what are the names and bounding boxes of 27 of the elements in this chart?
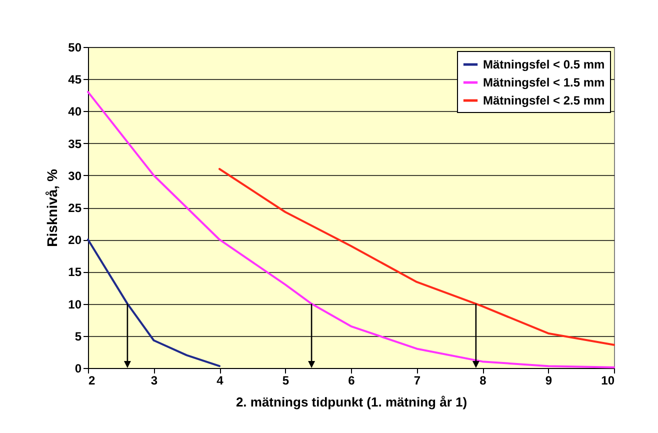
y-tick-label: 15 [68, 265, 82, 280]
y-tick-label: 0 [74, 362, 82, 376]
y-tick-label: 45 [68, 72, 82, 87]
legend-label: Mätningsfel < 0.5 mm [483, 58, 605, 72]
x-tick-label: 8 [480, 374, 487, 388]
x-tick-label: 4 [216, 374, 224, 388]
legend-label: Mätningsfel < 1.5 mm [483, 76, 605, 90]
x-axis-title: 2. mätnings tidpunkt (1. mätning år 1) [236, 394, 468, 410]
y-tick-label: 35 [68, 136, 82, 151]
y-tick-label: 50 [68, 40, 82, 54]
x-tick-label: 7 [414, 374, 421, 388]
y-axis-title: Risknivå, % [44, 168, 60, 247]
y-tick-label: 25 [68, 201, 82, 215]
x-tick-label: 6 [348, 374, 356, 388]
x-tick-label: 2 [88, 374, 96, 388]
legend-label: Mätningsfel < 2.5 mm [483, 94, 605, 108]
line-series [218, 168, 615, 346]
line-series [87, 238, 220, 368]
x-tick-label: 9 [545, 374, 552, 388]
y-tick-label: 40 [68, 104, 82, 119]
y-tick-label: 30 [68, 168, 82, 183]
y-tick-label: 10 [68, 297, 82, 312]
y-tick-label: 20 [68, 233, 82, 248]
x-tick-label: 5 [282, 374, 290, 388]
x-tick-label: 3 [150, 374, 158, 388]
x-tick-label: 10 [601, 374, 615, 388]
y-tick-label: 5 [74, 329, 82, 344]
